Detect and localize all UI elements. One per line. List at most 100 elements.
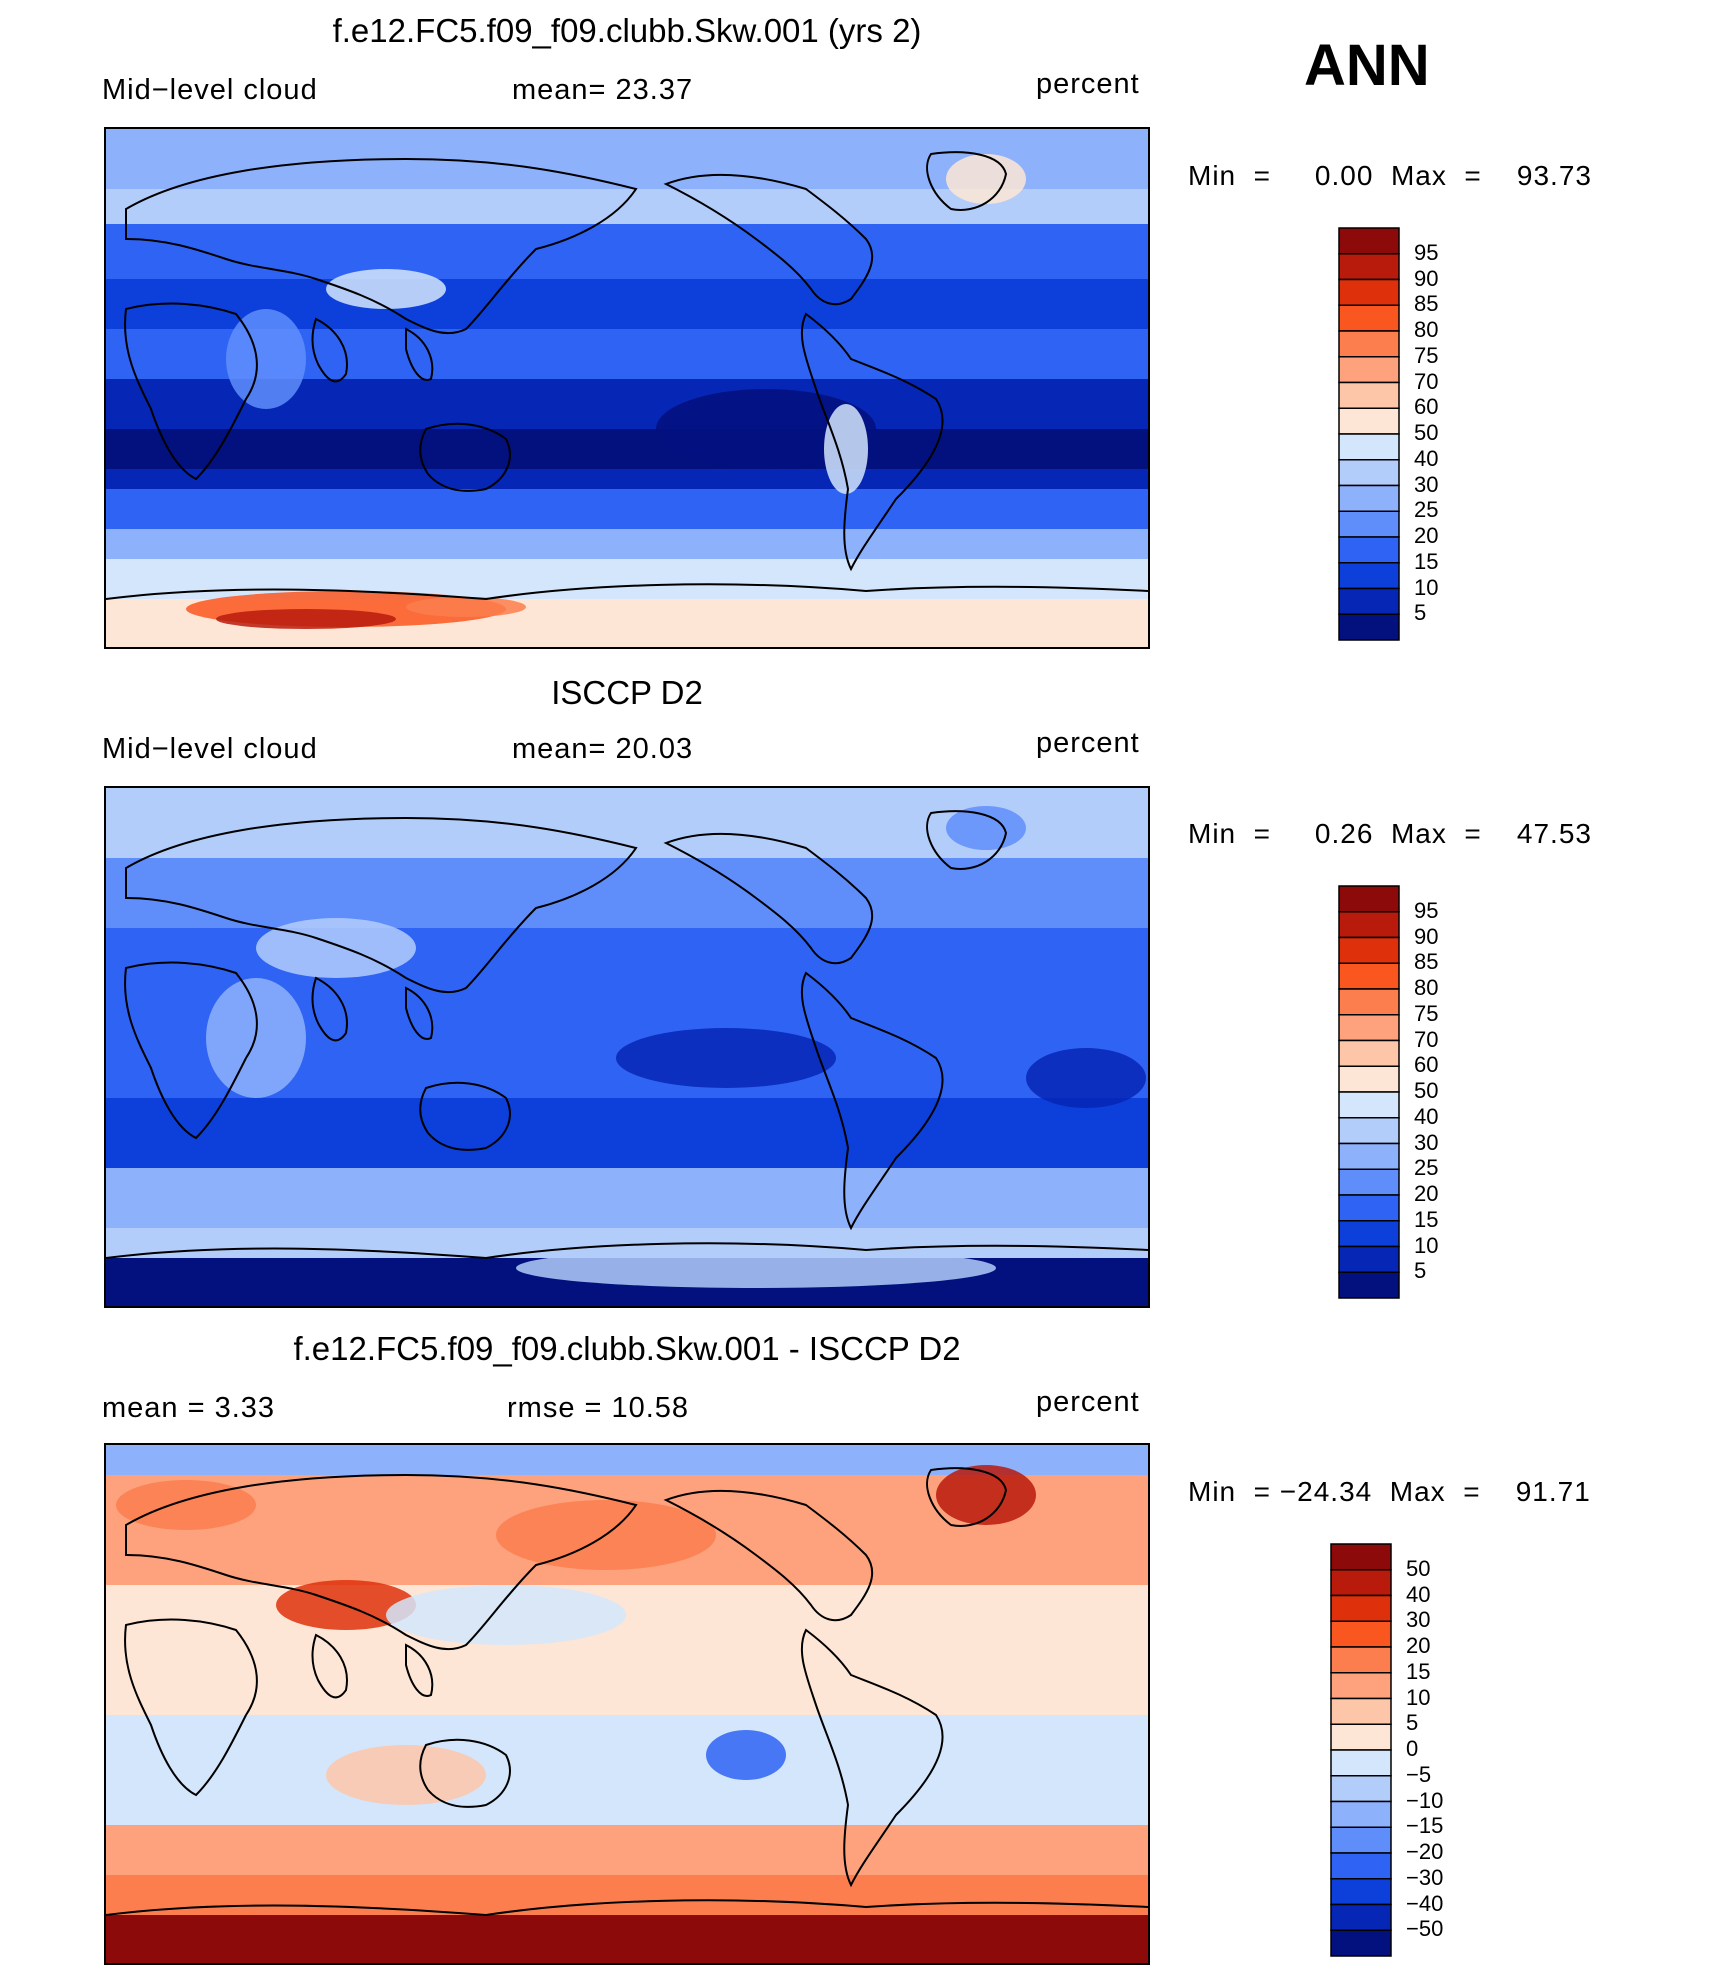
colorbar-swatch [1338,1220,1400,1248]
colorbar-tick-label: 90 [1414,923,1439,949]
colorbar-swatch [1338,330,1400,358]
colorbar-swatch [1330,1749,1392,1777]
colorbar-swatch [1338,536,1400,564]
colorbar-tick-label: 40 [1414,445,1439,471]
panel-3-map-svg [106,1445,1148,1963]
panel-2-colorbar [1338,885,1400,1299]
panel-3-min-max: Min = −24.34 Max = 91.71 [1188,1476,1591,1507]
colorbar-swatch [1330,1929,1392,1957]
colorbar-swatch [1338,1065,1400,1093]
colorbar-tick-label: 20 [1414,1181,1439,1206]
colorbar-tick-label: 90 [1414,265,1439,291]
colorbar-swatch [1330,1620,1392,1648]
panel-1-min-max: Min = 0.00 Max = 93.73 [1188,160,1592,191]
colorbar-swatch [1338,253,1400,281]
colorbar-swatch [1330,1646,1392,1674]
panel-3-rmse: rmse = 10.58 [507,1392,690,1424]
colorbar-tick-label: −30 [1406,1864,1444,1890]
colorbar-tick-label: 25 [1414,1155,1439,1181]
colorbar-swatch [1330,1672,1392,1700]
colorbar-tick-label: 60 [1414,1052,1439,1078]
colorbar-swatch [1338,988,1400,1016]
colorbar-swatch [1338,587,1400,615]
colorbar-swatch [1338,1271,1400,1299]
colorbar-tick-label: 50 [1414,1078,1439,1103]
colorbar-swatch [1330,1826,1392,1854]
panel-2-mean: mean= 20.03 [512,733,694,765]
colorbar-tick-label: 40 [1406,1581,1431,1607]
colorbar-swatch [1338,356,1400,384]
colorbar-swatch [1338,1142,1400,1170]
colorbar-tick-label: 85 [1414,949,1439,975]
colorbar-swatch [1338,1039,1400,1067]
panel-2-map [104,786,1150,1308]
colorbar-swatch [1338,459,1400,487]
colorbar-tick-label: 20 [1414,523,1439,548]
colorbar-swatch [1338,227,1400,255]
colorbar-swatch [1338,936,1400,964]
colorbar-tick-label: 10 [1406,1684,1431,1710]
colorbar-swatch [1338,510,1400,538]
colorbar-swatch [1338,304,1400,332]
colorbar-tick-label: −20 [1406,1839,1444,1864]
panel-2-title: ISCCP D2 [551,674,703,711]
colorbar-tick-label: 40 [1414,1103,1439,1129]
colorbar-tick-label: 20 [1406,1633,1431,1658]
panel-3-mean: mean = 3.33 [102,1392,276,1424]
colorbar-swatch [1330,1594,1392,1622]
colorbar-tick-label: 80 [1414,975,1439,1000]
colorbar-tick-label: 75 [1414,1000,1439,1026]
colorbar-tick-label: 15 [1414,548,1439,574]
colorbar-swatch [1330,1775,1392,1803]
colorbar-tick-label: 5 [1414,1258,1427,1284]
colorbar-tick-label: 85 [1414,291,1439,317]
colorbar-swatch [1338,1117,1400,1145]
colorbar-swatch [1338,433,1400,461]
panel-2-map-svg [106,788,1148,1306]
colorbar-swatch [1330,1878,1392,1906]
panel-1-left-label: Mid−level cloud [102,74,318,106]
panel-1-title: f.e12.FC5.f09_f09.clubb.Skw.001 (yrs 2) [332,12,922,49]
colorbar-tick-label: 50 [1414,420,1439,445]
colorbar-tick-label: 25 [1414,497,1439,523]
colorbar-swatch [1338,562,1400,590]
panel-2-min-max: Min = 0.26 Max = 47.53 [1188,818,1592,849]
panel-3-colorbar [1330,1543,1392,1957]
colorbar-swatch [1338,1091,1400,1119]
colorbar-tick-label: 80 [1414,317,1439,342]
colorbar-swatch [1330,1723,1392,1751]
colorbar-swatch [1330,1903,1392,1931]
colorbar-tick-label: 70 [1414,1026,1439,1052]
panel-2-left-label: Mid−level cloud [102,733,318,765]
colorbar-tick-label: 10 [1414,574,1439,600]
colorbar-tick-label: 75 [1414,342,1439,368]
colorbar-tick-label: 15 [1406,1658,1431,1684]
colorbar-swatch [1330,1543,1392,1571]
colorbar-swatch [1338,1194,1400,1222]
colorbar-tick-label: 30 [1414,1129,1439,1155]
colorbar-swatch [1338,484,1400,512]
colorbar-swatch [1330,1800,1392,1828]
panel-3-units: percent [1036,1386,1140,1418]
colorbar-tick-label: 0 [1406,1736,1419,1761]
panel-2-units: percent [1036,727,1140,759]
panel-3-map [104,1443,1150,1965]
colorbar-swatch [1338,278,1400,306]
colorbar-tick-label: 15 [1414,1206,1439,1232]
colorbar-swatch [1338,1245,1400,1273]
colorbar-swatch [1338,885,1400,913]
panel-1-map-svg [106,129,1148,647]
colorbar-swatch [1330,1697,1392,1725]
colorbar-tick-label: 50 [1406,1555,1431,1581]
colorbar-tick-label: 95 [1414,239,1439,265]
colorbar-tick-label: −10 [1406,1787,1444,1813]
colorbar-tick-label: −15 [1406,1813,1444,1839]
colorbar-tick-label: 5 [1406,1710,1419,1736]
colorbar-swatch [1338,1014,1400,1042]
colorbar-swatch [1338,911,1400,939]
panel-1-units: percent [1036,68,1140,100]
colorbar-swatch [1338,962,1400,990]
season-label: ANN [1304,33,1430,98]
colorbar-swatch [1338,381,1400,409]
colorbar-tick-label: 70 [1414,368,1439,394]
